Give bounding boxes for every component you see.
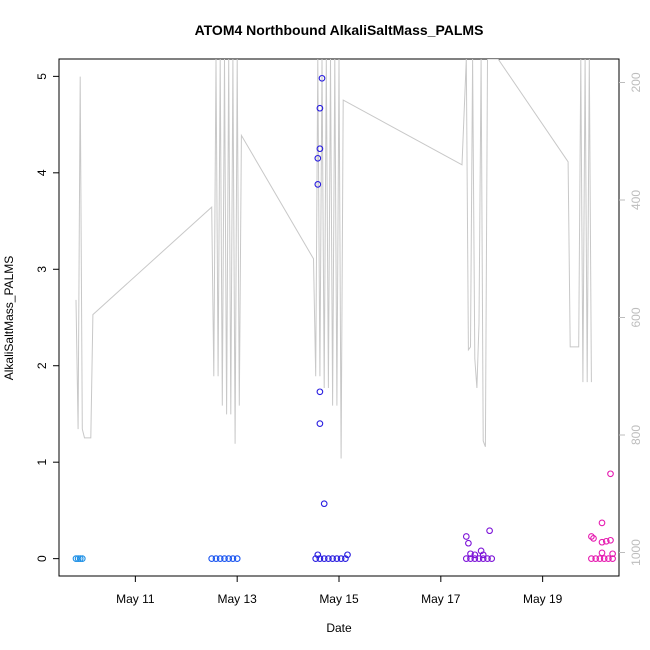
data-point — [588, 555, 595, 562]
y-tick-label: 3 — [35, 266, 49, 273]
data-point — [316, 145, 324, 153]
pressure-series — [75, 59, 592, 459]
y-tick-label: 1 — [35, 459, 49, 466]
data-point — [475, 555, 483, 562]
data-point — [598, 549, 606, 557]
data-point — [72, 555, 80, 562]
y2-tick-label: 1000 — [629, 539, 643, 566]
x-axis-label: Date — [326, 621, 352, 635]
pressure-line — [75, 59, 592, 459]
data-point — [609, 555, 616, 562]
y-tick-label: 2 — [35, 362, 49, 369]
data-point — [333, 555, 341, 562]
data-point — [78, 555, 86, 562]
data-point — [467, 550, 474, 558]
y-tick-label: 4 — [35, 169, 49, 176]
y2-tick-label: 400 — [629, 190, 643, 210]
data-point — [74, 555, 82, 562]
y2-tick-label: 200 — [629, 72, 643, 92]
data-point — [216, 555, 224, 562]
data-point — [607, 470, 614, 478]
data-point — [320, 500, 328, 508]
data-point — [314, 181, 322, 188]
data-point — [329, 555, 336, 562]
data-point — [314, 154, 322, 162]
data-point — [462, 533, 470, 540]
data-point — [609, 550, 616, 558]
data-point — [462, 555, 470, 562]
data-point — [342, 555, 349, 562]
data-point — [479, 555, 487, 562]
data-point — [607, 536, 614, 544]
chart-title: ATOM4 Northbound AlkaliSaltMass_PALMS — [195, 22, 484, 38]
y2-axis: 200 400 600 800 1000 — [619, 72, 643, 566]
data-point — [486, 527, 493, 535]
x-tick-label: May 13 — [218, 592, 258, 606]
x-tick-label: May 11 — [116, 592, 155, 606]
x-tick-label: May 15 — [319, 592, 359, 606]
data-point — [605, 555, 612, 562]
x-tick-label: May 17 — [421, 592, 461, 606]
data-point — [221, 555, 228, 562]
data-point — [588, 533, 595, 540]
y-tick-label: 0 — [35, 555, 49, 562]
data-point — [596, 555, 604, 562]
data-point — [471, 555, 479, 562]
y-tick-label: 5 — [35, 73, 49, 80]
data-point — [467, 555, 474, 562]
data-point — [592, 555, 600, 562]
data-point — [316, 388, 324, 396]
data-point — [590, 535, 597, 542]
data-point — [484, 555, 491, 562]
data-point — [488, 555, 496, 562]
data-point — [600, 555, 608, 562]
y2-tick-label: 600 — [629, 307, 643, 327]
x-tick-label: May 19 — [523, 592, 563, 606]
y-axis-label: AlkaliSaltMass_PALMS — [2, 256, 16, 381]
scatter-series — [72, 74, 616, 562]
data-point — [471, 551, 479, 559]
data-point — [229, 555, 237, 562]
data-point — [479, 551, 487, 559]
data-point — [598, 538, 606, 546]
data-point — [312, 555, 320, 562]
data-point — [318, 74, 326, 82]
data-point — [325, 555, 332, 562]
data-point — [598, 519, 606, 527]
data-point — [465, 539, 472, 547]
x-axis: May 11 May 13 May 15 May 17 May 19 — [116, 576, 563, 606]
data-point — [344, 551, 351, 559]
data-point — [225, 555, 233, 562]
data-point — [208, 555, 216, 562]
y-axis: 0 1 2 3 4 5 — [35, 73, 59, 562]
data-point — [316, 104, 324, 112]
data-point — [314, 551, 322, 559]
data-point — [320, 555, 328, 562]
data-point — [316, 555, 324, 562]
data-point — [337, 555, 345, 562]
data-point — [316, 420, 324, 427]
y2-tick-label: 800 — [629, 425, 643, 445]
data-point — [76, 555, 84, 562]
data-point — [233, 555, 241, 562]
data-point — [602, 537, 610, 545]
data-point — [212, 555, 220, 562]
